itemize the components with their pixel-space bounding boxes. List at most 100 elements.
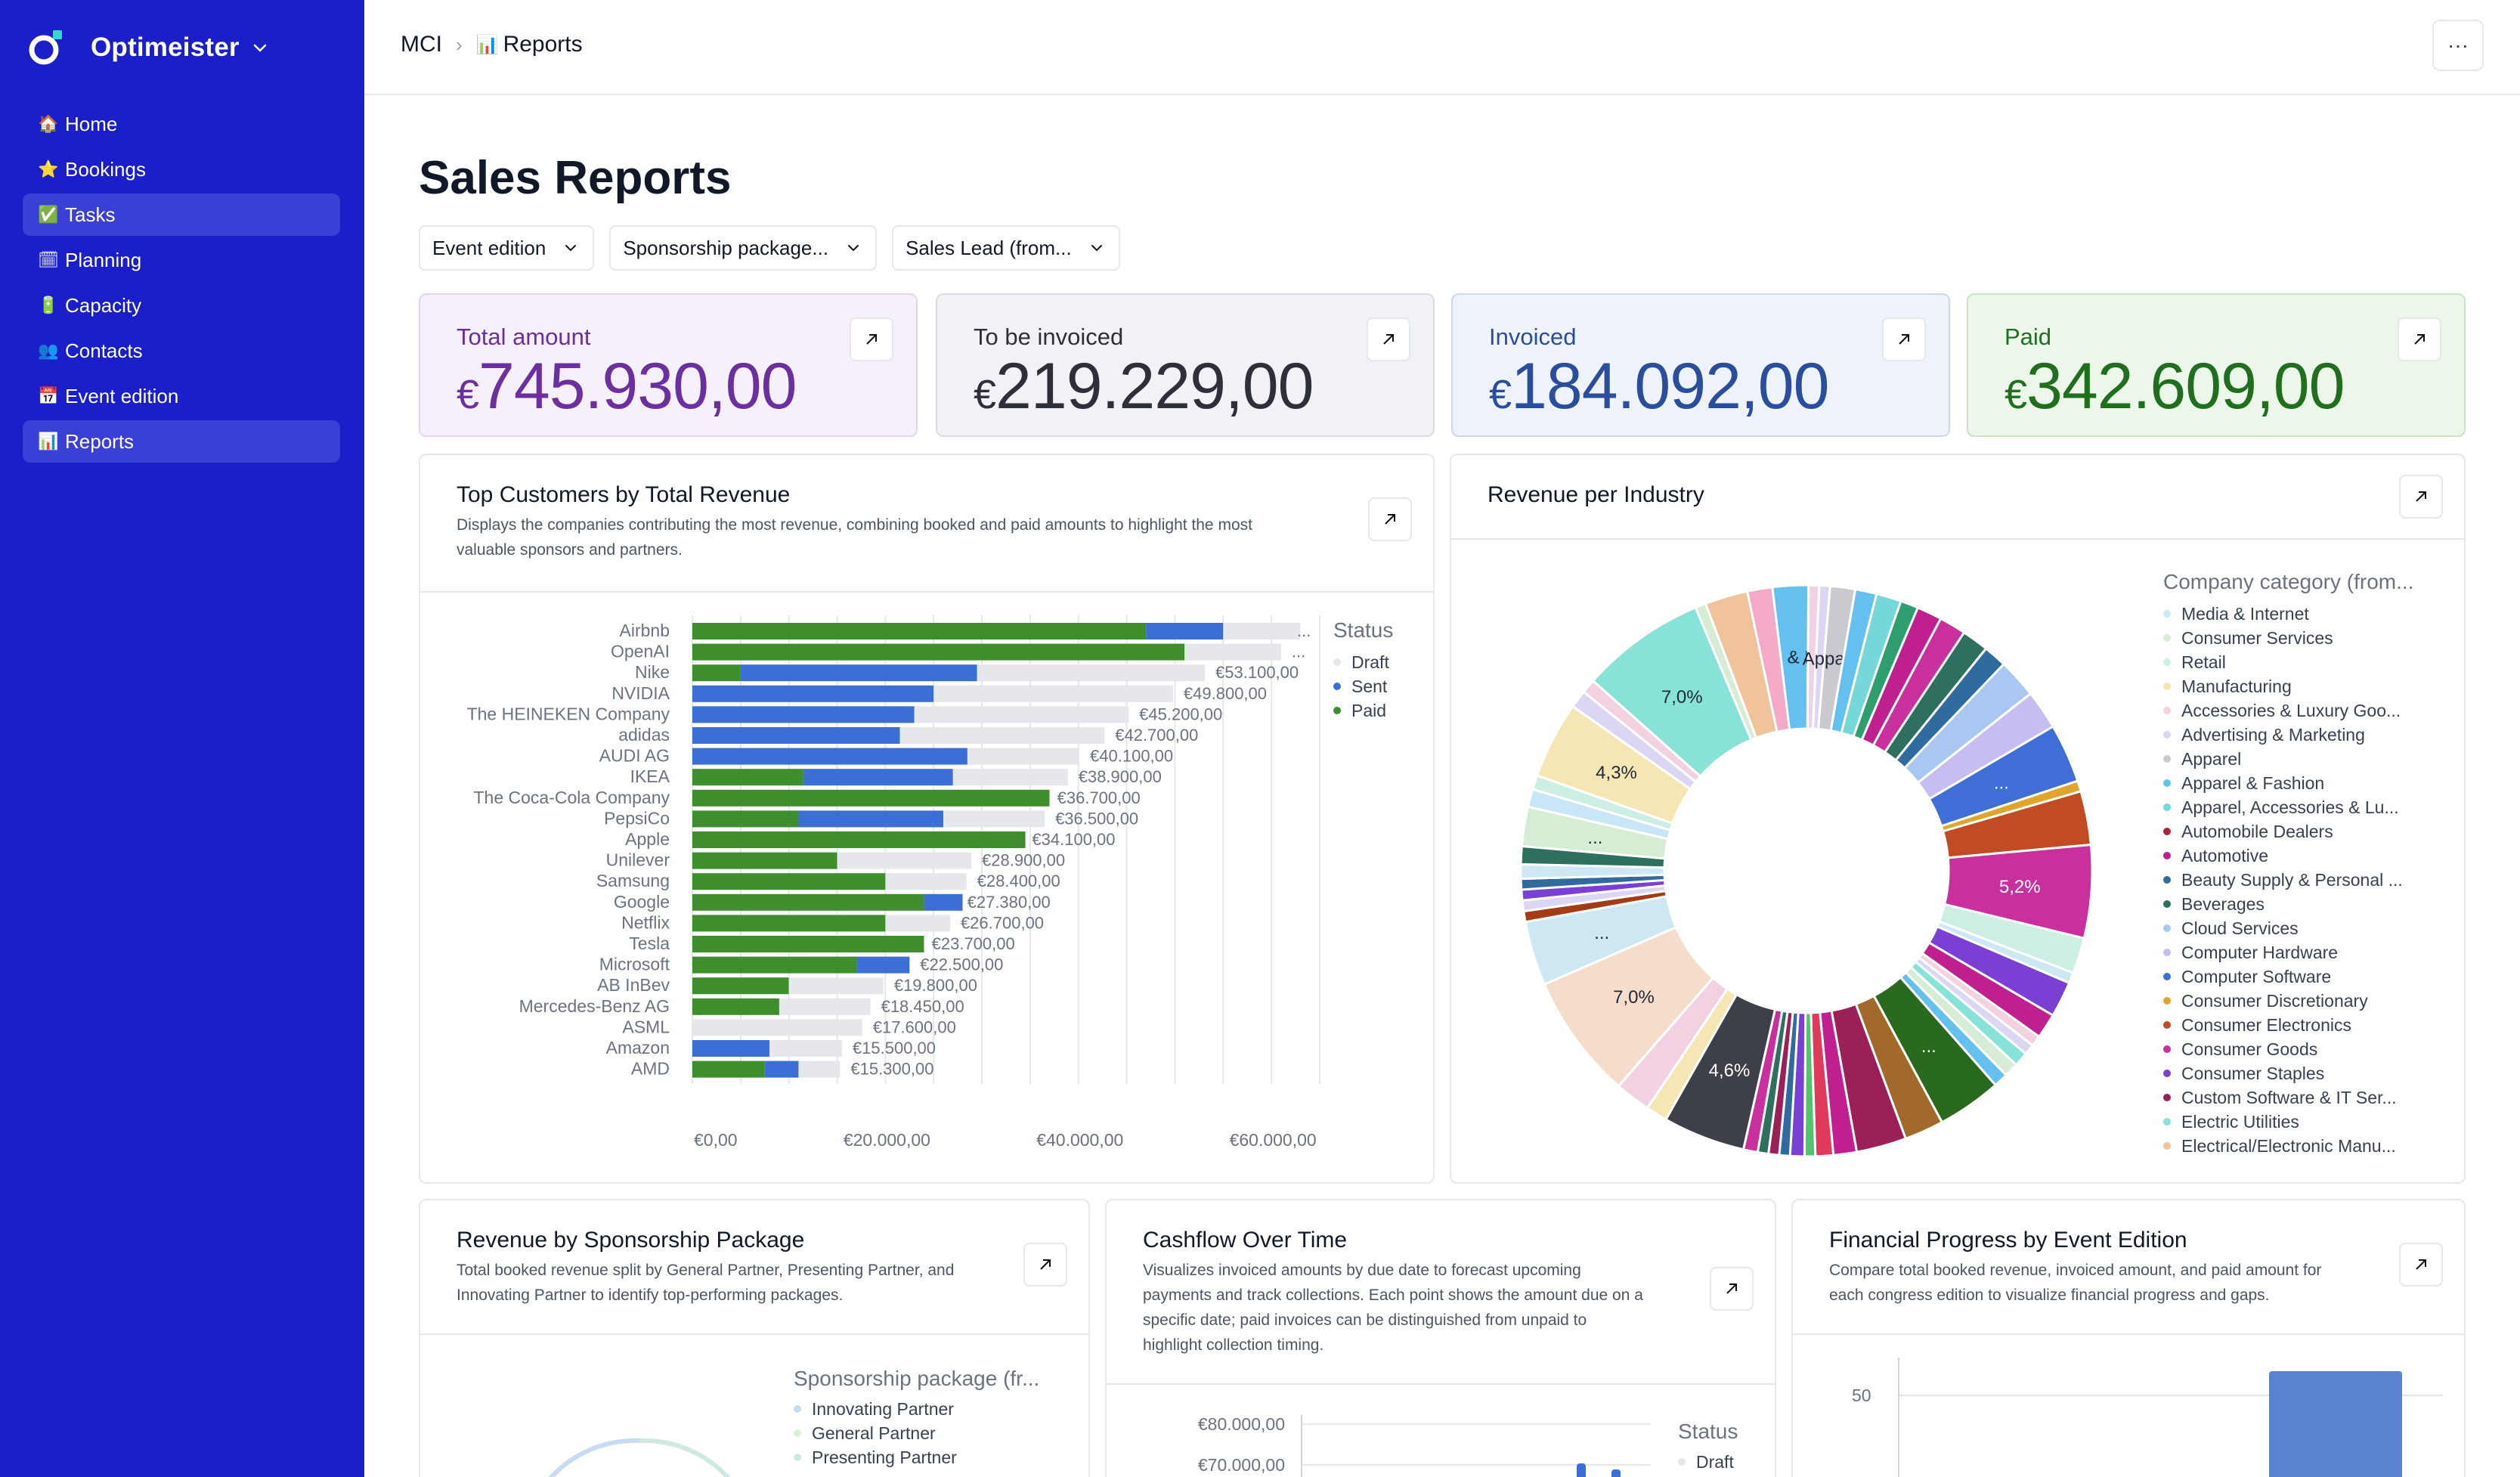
y-tick-label: OpenAI (611, 642, 670, 661)
expand-chart-button[interactable] (1368, 497, 1412, 541)
sidebar-item-tasks[interactable]: ✅ Tasks (23, 194, 340, 236)
financial-progress-bar-chart: 50 (1852, 1358, 2443, 1477)
bar-value-label: €42.700,00 (1115, 726, 1198, 745)
bar-segment-paid (692, 810, 799, 828)
filter-dropdown[interactable]: Event edition (419, 225, 595, 271)
sidebar-item-capacity[interactable]: 🔋 Capacity (23, 284, 340, 327)
bar-segment-paid (692, 873, 886, 890)
chart-legend: Status Draft (1678, 1420, 1738, 1474)
filter-dropdown[interactable]: Sponsorship package... (609, 225, 878, 271)
y-tick-label: Amazon (606, 1038, 670, 1057)
kpi-label: Paid (2005, 324, 2052, 350)
expand-chart-button[interactable] (2399, 1243, 2443, 1287)
sidebar-item-reports[interactable]: 📊 Reports (23, 420, 340, 463)
bar-value-label: €45.200,00 (1139, 704, 1222, 723)
kpi-card: Invoiced €184.092,00 (1451, 293, 1950, 437)
card-title: Cashflow Over Time (1143, 1228, 1348, 1253)
bar-segment-sent (692, 748, 967, 765)
bar-segment-draft (943, 810, 1045, 828)
chevron-down-icon (1091, 245, 1102, 252)
y-tick-label: ASML (622, 1017, 670, 1036)
kpi-currency: € (1489, 372, 1512, 417)
sidebar-item-contacts[interactable]: 👥 Contacts (23, 330, 340, 372)
x-tick-label: €0,00 (694, 1130, 738, 1150)
kpi-expand-button[interactable] (1882, 317, 1926, 361)
bar-segment-sent (740, 664, 977, 682)
legend-item: Consumer Discretionary (2163, 989, 2450, 1013)
bar-value-label: €34.100,00 (1032, 830, 1115, 849)
bar-value-label: €17.600,00 (873, 1017, 956, 1036)
kpi-expand-button[interactable] (850, 317, 893, 361)
donut-slice-label: ... (1921, 1036, 1936, 1057)
card-description: Displays the companies contributing the … (457, 512, 1252, 562)
arrow-up-right-icon (1385, 514, 1395, 525)
kpi-amount: 184.092,00 (1511, 350, 1829, 423)
legend-swatch (2163, 634, 2171, 642)
bar-value-label: ... (1292, 643, 1305, 661)
donut-slice-label: 4,3% (1596, 763, 1637, 783)
y-tick-label: Netflix (621, 912, 670, 932)
expand-chart-button[interactable] (1710, 1267, 1754, 1311)
bar-value-label: €23.700,00 (932, 934, 1015, 953)
workspace-switcher[interactable]: Optimeister (27, 29, 270, 67)
x-tick-label: €40.000,00 (1036, 1130, 1123, 1150)
bar-segment-paid (692, 789, 1050, 807)
brand-logo-icon (29, 30, 62, 65)
legend-item: Paid (1333, 698, 1393, 723)
x-tick-label: €60.000,00 (1230, 1130, 1317, 1150)
y-tick-label: €70.000,00 (1198, 1455, 1285, 1475)
legend-item: Draft (1678, 1450, 1738, 1474)
y-tick-label: Google (614, 892, 670, 912)
more-options-button[interactable]: ··· (2432, 20, 2484, 71)
sidebar-item-planning[interactable]: 🗓 Planning (23, 239, 340, 281)
bar-value-label: €27.380,00 (967, 893, 1051, 912)
bar-segment-paid (692, 664, 741, 682)
filter-dropdown[interactable]: Sales Lead (from... (892, 225, 1120, 271)
kpi-value: €184.092,00 (1489, 349, 1829, 424)
bar-segment-sent (803, 769, 953, 786)
sidebar: Optimeister 🏠 Home ⭐ Bookings ✅ Tasks 🗓 Plannin… (0, 0, 364, 1477)
legend-label: Beauty Supply & Personal ... (2181, 870, 2403, 890)
kpi-expand-button[interactable] (2398, 317, 2441, 361)
breadcrumb-root[interactable]: MCI (401, 32, 442, 57)
y-tick-label: Nike (635, 662, 670, 682)
expand-chart-button[interactable] (1023, 1243, 1067, 1287)
legend-item: Automotive (2163, 844, 2450, 868)
bar-segment-sent (692, 685, 934, 702)
expand-chart-button[interactable] (2399, 475, 2443, 519)
bar-value-label: €28.900,00 (982, 851, 1065, 870)
y-tick-label: Microsoft (599, 955, 670, 974)
sidebar-item-event-edition[interactable]: 📅 Event edition (23, 375, 340, 417)
legend-title: Company category (from... (2163, 570, 2414, 593)
card-header: Top Customers by Total Revenue Displays … (420, 455, 1433, 593)
legend-swatch (2163, 731, 2171, 738)
legend-label: Media & Internet (2181, 604, 2309, 624)
kpi-value: €745.930,00 (457, 349, 797, 424)
bar-value-label: €18.450,00 (881, 997, 964, 1016)
legend-label: Sent (1351, 677, 1388, 696)
legend-swatch (2163, 924, 2171, 932)
donut-slice-label: ... (1994, 773, 2009, 793)
legend-label: Beverages (2181, 894, 2265, 914)
legend-title: Status (1678, 1420, 1738, 1443)
page-title: Sales Reports (419, 152, 732, 204)
sidebar-item-bookings[interactable]: ⭐ Bookings (23, 148, 340, 190)
contacts-icon: 👥 (38, 341, 59, 360)
filter-bar: Event edition Sponsorship package... Sales… (419, 225, 1120, 271)
legend-label: Cloud Services (2181, 918, 2299, 938)
legend-item: Advertising & Marketing (2163, 723, 2450, 747)
tasks-icon: ✅ (38, 205, 59, 224)
bar-segment-draft (798, 1061, 841, 1078)
legend-item: Computer Software (2163, 965, 2450, 989)
legend-swatch (794, 1405, 801, 1413)
legend-label: Consumer Staples (2181, 1064, 2325, 1083)
kpi-expand-button[interactable] (1367, 317, 1410, 361)
bar-segment-draft (914, 706, 1129, 723)
card-description-line: each congress edition to visualize finan… (1829, 1287, 2270, 1304)
kpi-amount: 342.609,00 (2026, 350, 2345, 423)
legend-item: Manufacturing (2163, 674, 2450, 698)
legend-label: Computer Software (2181, 967, 2332, 986)
legend-item: Beauty Supply & Personal ... (2163, 868, 2450, 892)
bar-segment-paid (692, 915, 886, 932)
sidebar-item-home[interactable]: 🏠 Home (23, 103, 340, 145)
